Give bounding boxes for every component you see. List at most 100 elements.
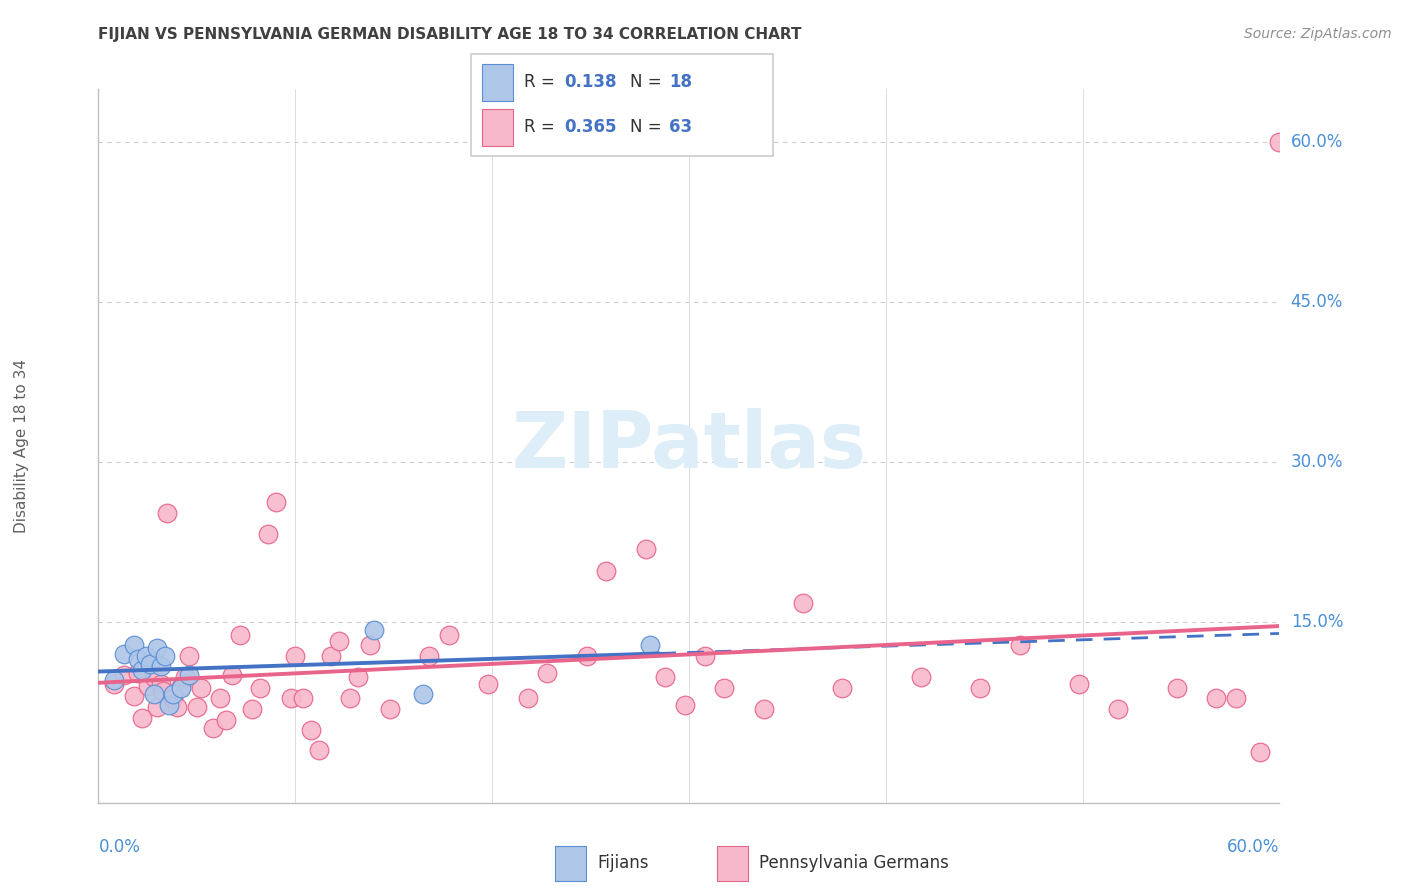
Point bbox=[240, 702, 263, 716]
Point bbox=[131, 710, 153, 724]
Point bbox=[1166, 681, 1188, 695]
Point bbox=[229, 627, 252, 641]
Point bbox=[595, 564, 617, 578]
Point bbox=[166, 700, 188, 714]
Point bbox=[221, 668, 243, 682]
Point bbox=[752, 702, 775, 716]
Point bbox=[112, 647, 135, 661]
Point bbox=[127, 652, 149, 666]
Point bbox=[135, 648, 157, 663]
Point bbox=[112, 668, 135, 682]
Text: FIJIAN VS PENNSYLVANIA GERMAN DISABILITY AGE 18 TO 34 CORRELATION CHART: FIJIAN VS PENNSYLVANIA GERMAN DISABILITY… bbox=[98, 27, 801, 42]
Point bbox=[969, 681, 991, 695]
Text: 0.0%: 0.0% bbox=[98, 838, 141, 856]
Point bbox=[347, 670, 370, 684]
Point bbox=[136, 679, 159, 693]
Point bbox=[693, 648, 716, 663]
Text: 0.365: 0.365 bbox=[564, 119, 616, 136]
Text: ZIPatlas: ZIPatlas bbox=[512, 408, 866, 484]
Point bbox=[363, 624, 385, 638]
Point bbox=[654, 670, 676, 684]
Point bbox=[359, 638, 381, 652]
Text: Pennsylvania Germans: Pennsylvania Germans bbox=[759, 855, 949, 872]
Point bbox=[155, 648, 177, 663]
Point bbox=[142, 687, 165, 701]
Point bbox=[575, 648, 598, 663]
Point bbox=[1107, 702, 1129, 716]
Point bbox=[170, 681, 193, 695]
Point bbox=[673, 698, 696, 712]
Text: 15.0%: 15.0% bbox=[1291, 613, 1343, 631]
Point bbox=[418, 648, 440, 663]
Point bbox=[1067, 676, 1090, 690]
Point bbox=[378, 702, 401, 716]
Point bbox=[146, 641, 169, 656]
Point bbox=[152, 684, 174, 698]
Point bbox=[177, 668, 200, 682]
Point bbox=[249, 681, 271, 695]
Point bbox=[103, 676, 125, 690]
Point bbox=[638, 638, 661, 652]
Point bbox=[792, 596, 814, 610]
Point bbox=[215, 713, 238, 727]
Text: 45.0%: 45.0% bbox=[1291, 293, 1343, 311]
Point bbox=[146, 700, 169, 714]
Point bbox=[292, 691, 315, 706]
Text: N =: N = bbox=[630, 119, 666, 136]
Text: Disability Age 18 to 34: Disability Age 18 to 34 bbox=[14, 359, 28, 533]
Point bbox=[122, 690, 145, 704]
Point bbox=[190, 681, 212, 695]
Point bbox=[150, 676, 173, 690]
Text: R =: R = bbox=[524, 73, 561, 91]
Point bbox=[131, 663, 153, 677]
Text: Source: ZipAtlas.com: Source: ZipAtlas.com bbox=[1244, 27, 1392, 41]
Point bbox=[1249, 745, 1271, 759]
Point bbox=[516, 691, 538, 706]
Point bbox=[319, 648, 342, 663]
Point bbox=[142, 670, 165, 684]
Point bbox=[284, 648, 307, 663]
Text: 0.138: 0.138 bbox=[564, 73, 616, 91]
Point bbox=[308, 742, 330, 756]
Point bbox=[156, 506, 179, 520]
Point bbox=[177, 648, 200, 663]
Text: 18: 18 bbox=[669, 73, 692, 91]
Point bbox=[256, 527, 278, 541]
Point bbox=[437, 627, 460, 641]
Point bbox=[127, 665, 149, 680]
Point bbox=[162, 687, 184, 701]
Text: 60.0%: 60.0% bbox=[1227, 838, 1279, 856]
Point bbox=[201, 721, 224, 735]
Point bbox=[209, 691, 232, 706]
Text: R =: R = bbox=[524, 119, 561, 136]
Text: 30.0%: 30.0% bbox=[1291, 453, 1343, 471]
Point bbox=[713, 681, 735, 695]
Point bbox=[150, 659, 173, 673]
Point bbox=[1205, 691, 1227, 706]
Point bbox=[1008, 638, 1031, 652]
Point bbox=[412, 687, 434, 701]
Point bbox=[910, 670, 932, 684]
Point bbox=[174, 670, 197, 684]
Point bbox=[138, 657, 160, 672]
Point bbox=[328, 634, 350, 648]
Point bbox=[299, 723, 322, 738]
Point bbox=[831, 681, 853, 695]
Point bbox=[477, 676, 499, 690]
Point bbox=[536, 665, 558, 680]
Point bbox=[170, 679, 193, 693]
Point bbox=[1268, 136, 1291, 150]
Point bbox=[634, 542, 657, 557]
Point bbox=[186, 700, 208, 714]
Point bbox=[122, 638, 145, 652]
Point bbox=[162, 691, 184, 706]
Text: 63: 63 bbox=[669, 119, 692, 136]
Point bbox=[103, 673, 125, 688]
Point bbox=[157, 698, 180, 712]
Point bbox=[264, 495, 287, 509]
Point bbox=[280, 691, 302, 706]
Text: N =: N = bbox=[630, 73, 666, 91]
Point bbox=[339, 691, 361, 706]
Text: Fijians: Fijians bbox=[598, 855, 650, 872]
Text: 60.0%: 60.0% bbox=[1291, 134, 1343, 152]
